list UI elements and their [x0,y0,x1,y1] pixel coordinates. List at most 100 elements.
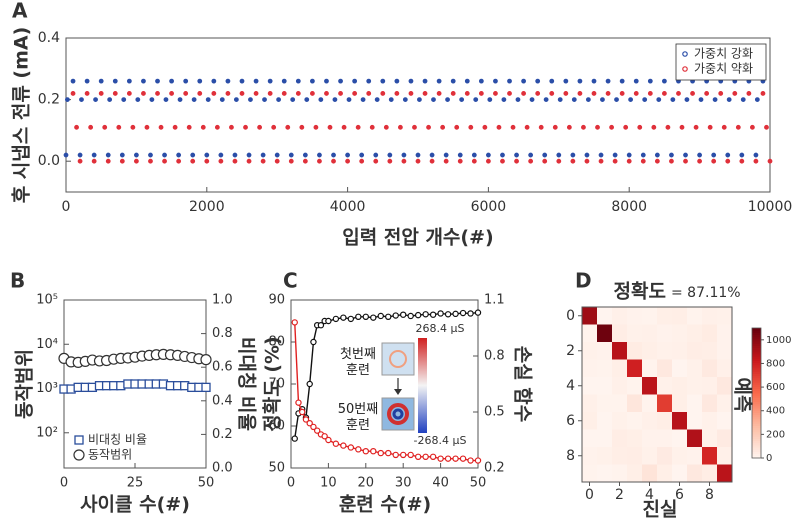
colorbar-slice [752,403,761,407]
cell [702,307,718,325]
marker [377,312,384,320]
marker [355,446,362,453]
cell [642,464,658,483]
marker [585,97,591,102]
cell [702,464,718,483]
marker [633,78,639,84]
x-label: 훈련 수(#) [339,493,431,516]
marker [651,124,657,130]
x-tick-label: 10 [320,476,337,491]
marker [310,423,317,431]
marker [711,152,717,158]
colorbar-slice [752,412,761,416]
marker [429,152,435,158]
marker [324,91,329,96]
colorbar-slice [752,419,761,422]
plot-frame [581,306,733,483]
marker [332,97,338,102]
marker [459,455,467,462]
annotation: 첫번째 훈련 [340,347,376,378]
y-tick-label: 0.0 [38,153,60,169]
marker [148,158,153,164]
marker [79,97,84,102]
x-tick-label: 0 [62,199,71,215]
cell [627,394,643,413]
marker [417,97,422,102]
cell [672,464,688,483]
y2-tick-label: 0.8 [212,326,233,341]
cell [657,464,673,483]
cell [597,464,613,483]
colorbar-slice [752,451,761,455]
marker [285,124,291,130]
cell [597,377,613,395]
marker [679,124,685,130]
y2-tick-label: 0.2 [212,427,233,442]
marker [450,91,456,96]
marker [274,152,280,158]
cell [582,324,598,343]
marker [295,78,301,84]
cell [612,359,628,378]
marker [172,124,178,130]
marker [74,124,79,130]
marker [467,310,474,317]
marker [362,313,369,320]
marker [725,158,731,164]
x-label: 진실 [643,499,678,521]
marker [712,97,718,102]
cell [687,307,703,325]
marker [626,152,632,158]
marker [754,97,760,102]
colorbar-slice [752,410,761,413]
colorbar-slice [752,380,761,383]
cell [597,412,613,430]
marker [459,309,467,317]
cell [642,359,658,378]
cell [717,429,733,448]
marker [119,152,125,158]
marker [201,382,211,393]
colorbar-slice [752,434,761,437]
cell [672,394,688,413]
marker [380,78,386,84]
y2-tick-label: 0.4 [212,393,233,408]
colorbar-slice [752,453,761,457]
y-tick-label: 0.2 [38,92,60,108]
legend-label: 비대칭 비율 [88,433,147,447]
y-tick-label: 2 [566,343,575,359]
y-tick-label: 10⁴ [36,337,58,352]
inset-shape [392,408,404,420]
cell [627,429,643,448]
y2-tick-label: 0.6 [212,360,233,375]
marker [693,124,699,130]
colorbar-slice [752,388,761,392]
inset-map [381,397,415,431]
cell [642,377,658,395]
marker [65,97,70,102]
colorbar-tick-label: 400 [766,406,785,417]
marker [225,91,231,96]
cell [627,359,643,378]
x-label: 입력 전압 개수(#) [342,227,493,249]
marker [697,152,702,158]
marker [637,124,643,130]
colorbar-slice [752,408,761,411]
marker [647,78,653,84]
marker [383,124,389,130]
marker [306,420,313,427]
marker [107,97,113,102]
y2-tick-label: 1.1 [484,293,505,308]
marker [549,91,555,96]
marker [584,152,590,158]
marker [556,158,562,164]
marker [670,97,676,102]
marker [204,152,210,158]
marker [98,91,104,96]
colorbar-slice [752,358,761,361]
marker [690,91,695,96]
cell [642,324,658,343]
marker [577,91,583,96]
colorbar-slice [752,332,761,335]
marker [521,91,526,96]
